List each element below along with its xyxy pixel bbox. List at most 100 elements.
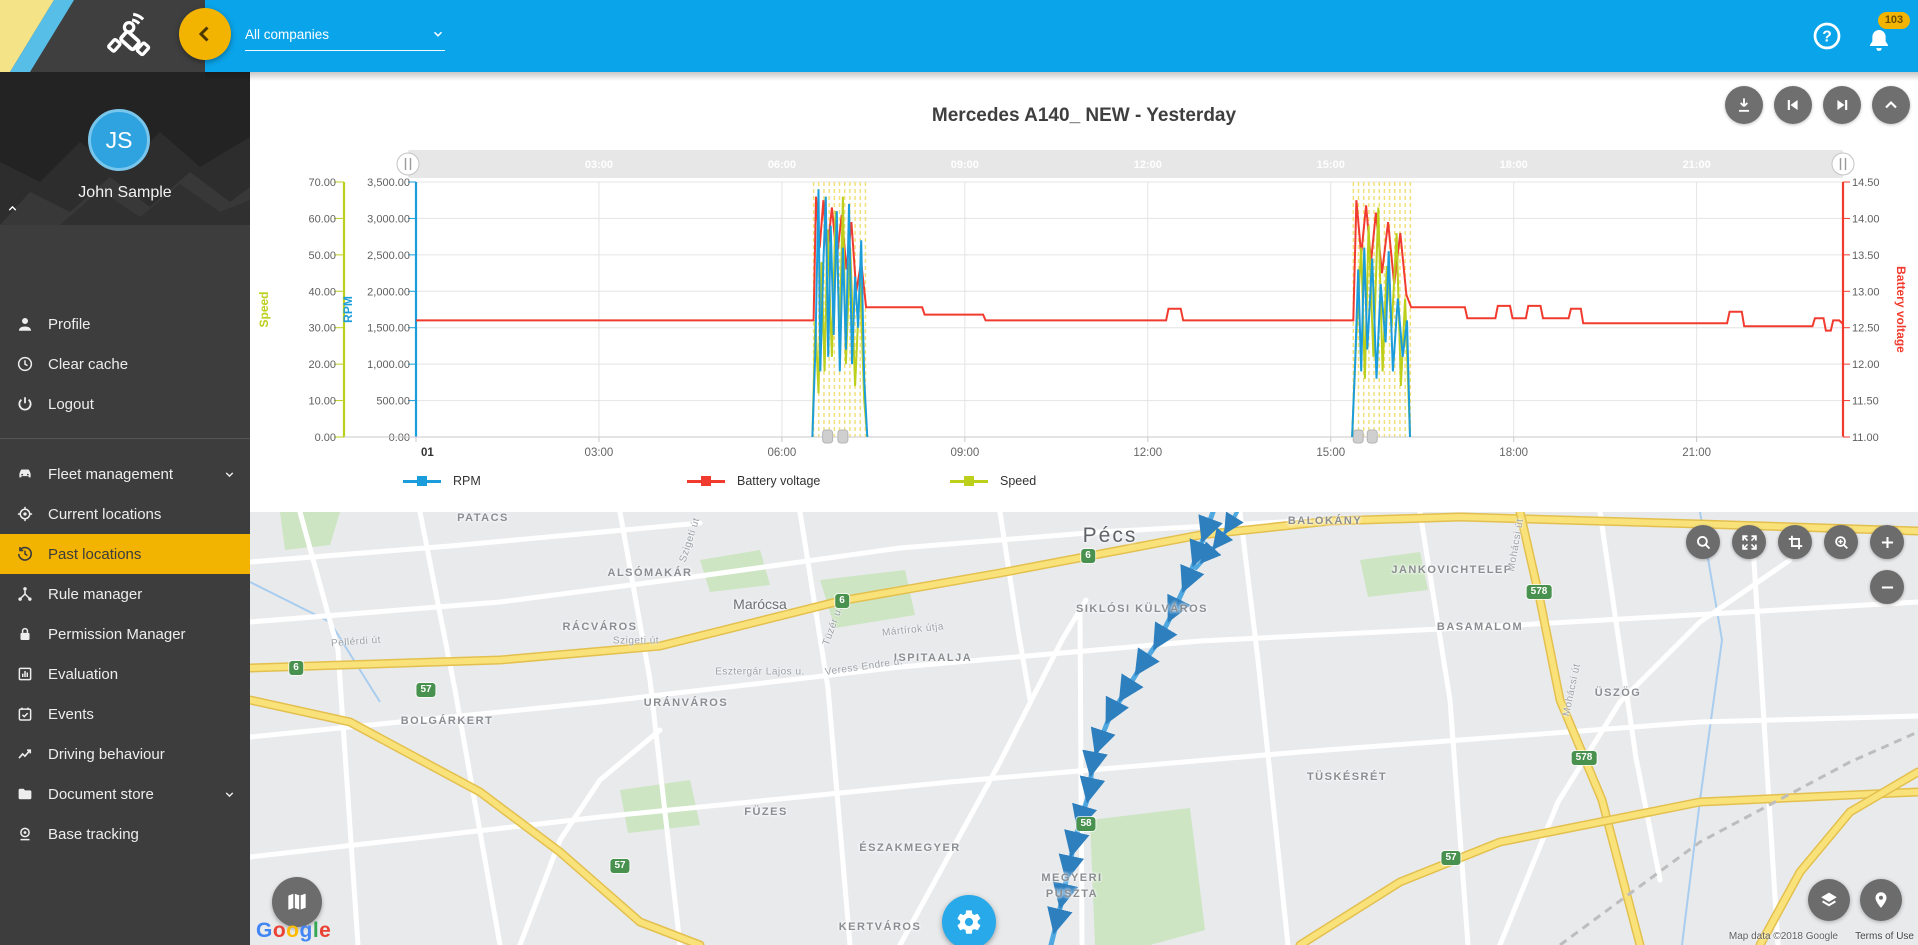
road-shield: 578 xyxy=(1571,751,1597,765)
target-icon xyxy=(16,505,34,523)
chevron-down-icon xyxy=(223,468,236,481)
svg-text:70.00: 70.00 xyxy=(308,177,336,189)
svg-text:09:00: 09:00 xyxy=(950,447,979,459)
download-icon xyxy=(1734,95,1754,115)
topbar: All companies 103 xyxy=(205,0,1918,72)
notifications-button[interactable]: 103 xyxy=(1864,12,1910,56)
svg-text:15:00: 15:00 xyxy=(1317,159,1345,171)
map-icon xyxy=(284,889,310,915)
map-controls xyxy=(1686,525,1904,559)
timeseries-chart[interactable]: 03:00 06:00 09:00 12:00 15:00 18:00 21:00 0.00 1… xyxy=(250,72,1918,512)
layers-icon xyxy=(1818,889,1840,911)
crop-button[interactable] xyxy=(1778,525,1812,559)
sidebar-item-label: Profile xyxy=(48,315,91,333)
main-menu: Fleet management Current locations Past lo… xyxy=(0,454,250,854)
sidebar-item-events[interactable]: Events xyxy=(0,694,250,734)
road-shield: 6 xyxy=(1081,549,1095,563)
map-settings-button[interactable] xyxy=(942,895,996,945)
notifications-badge: 103 xyxy=(1878,12,1910,29)
sidebar-item-label: Rule manager xyxy=(48,585,143,603)
svg-text:18:00: 18:00 xyxy=(1500,159,1528,171)
svg-text:Speed: Speed xyxy=(257,291,271,327)
sidebar-item-driving-behaviour[interactable]: Driving behaviour xyxy=(0,734,250,774)
layers-button[interactable] xyxy=(1808,879,1850,921)
sidebar-item-label: Logout xyxy=(48,395,94,413)
gear-icon xyxy=(955,908,983,936)
svg-text:0.00: 0.00 xyxy=(389,432,410,444)
sidebar-item-evaluation[interactable]: Evaluation xyxy=(0,654,250,694)
chevron-down-icon xyxy=(223,788,236,801)
avatar[interactable]: JS xyxy=(88,109,150,171)
zoom-area-button[interactable] xyxy=(1824,525,1858,559)
expand-button[interactable] xyxy=(1732,525,1766,559)
chart-title: Mercedes A140_ NEW - Yesterday xyxy=(931,104,1237,126)
company-select[interactable]: All companies xyxy=(245,18,445,51)
sidebar-item-past-locations[interactable]: Past locations xyxy=(0,534,250,574)
sidebar-item-rule-manager[interactable]: Rule manager xyxy=(0,574,250,614)
sidebar-item-clear-cache[interactable]: Clear cache xyxy=(0,344,250,384)
sidebar-item-label: Document store xyxy=(48,785,154,803)
map[interactable]: Pécs Marócsa PATACS BALOKÁNY JANKOVICHTELEP A… xyxy=(250,512,1918,945)
sidebar-item-label: Fleet management xyxy=(48,465,174,483)
zoom-out-button[interactable] xyxy=(1870,570,1904,604)
range-handle-right[interactable] xyxy=(1831,152,1855,176)
expand-icon xyxy=(1740,533,1759,552)
svg-text:2,000.00: 2,000.00 xyxy=(367,286,410,298)
svg-text:10.00: 10.00 xyxy=(308,396,336,408)
svg-text:1,000.00: 1,000.00 xyxy=(367,359,410,371)
legend-item-rpm[interactable]: RPM xyxy=(403,474,481,488)
poi-button[interactable] xyxy=(1860,879,1902,921)
google-logo: Google xyxy=(256,919,332,942)
svg-text:14.50: 14.50 xyxy=(1852,177,1880,189)
user-menu-toggle[interactable]: John Sample xyxy=(0,184,250,215)
sidebar-item-profile[interactable]: Profile xyxy=(0,304,250,344)
skip-start-icon xyxy=(1783,95,1803,115)
park-area xyxy=(1090,808,1205,945)
skip-start-button[interactable] xyxy=(1774,86,1812,124)
sidebar-item-current-locations[interactable]: Current locations xyxy=(0,494,250,534)
chevron-down-icon xyxy=(431,27,445,41)
user-name: John Sample xyxy=(78,184,172,201)
chevron-left-icon xyxy=(193,22,217,46)
series-battery-voltage xyxy=(416,196,1844,332)
svg-text:500.00: 500.00 xyxy=(376,396,410,408)
sidebar-item-fleet-management[interactable]: Fleet management xyxy=(0,454,250,494)
zoom-area-icon xyxy=(1832,533,1851,552)
help-icon[interactable] xyxy=(1812,21,1842,51)
svg-text:15:00: 15:00 xyxy=(1316,447,1345,459)
sidebar-item-base-tracking[interactable]: Base tracking xyxy=(0,814,250,854)
route-branch xyxy=(1194,512,1244,570)
legend-marker xyxy=(403,476,441,486)
skip-end-button[interactable] xyxy=(1823,86,1861,124)
rule-icon xyxy=(16,585,34,603)
map-type-button[interactable] xyxy=(272,877,322,927)
sidebar-item-permission-manager[interactable]: Permission Manager xyxy=(0,614,250,654)
range-handle-left[interactable] xyxy=(396,152,420,176)
svg-text:13.00: 13.00 xyxy=(1852,286,1880,298)
company-select-value: All companies xyxy=(245,26,330,42)
svg-text:03:00: 03:00 xyxy=(585,447,614,459)
base-icon xyxy=(16,825,34,843)
svg-text:30.00: 30.00 xyxy=(308,323,336,335)
collapse-button[interactable] xyxy=(1872,86,1910,124)
sidebar-item-logout[interactable]: Logout xyxy=(0,384,250,424)
svg-text:0.00: 0.00 xyxy=(315,432,336,444)
sidebar-item-label: Clear cache xyxy=(48,355,129,373)
chart-panel: Mercedes A140_ NEW - Yesterday 03:00 06:0… xyxy=(250,72,1918,512)
sidebar-item-document-store[interactable]: Document store xyxy=(0,774,250,814)
chevron-up-icon xyxy=(6,202,19,215)
sidebar-collapse-button[interactable] xyxy=(179,8,231,60)
history-icon xyxy=(16,545,34,563)
range-slider[interactable] xyxy=(408,150,1843,178)
power-icon xyxy=(16,395,34,413)
svg-text:06:00: 06:00 xyxy=(768,447,797,459)
map-canvas xyxy=(250,512,1918,945)
plus-button[interactable] xyxy=(1870,525,1904,559)
download-button[interactable] xyxy=(1725,86,1763,124)
legend-item-battery-voltage[interactable]: Battery voltage xyxy=(687,474,820,488)
legend-item-speed[interactable]: Speed xyxy=(950,474,1036,488)
svg-text:03:00: 03:00 xyxy=(585,159,613,171)
terms-of-use-link[interactable]: Terms of Use xyxy=(1855,931,1914,942)
road-shield: 58 xyxy=(1076,817,1096,831)
search-button[interactable] xyxy=(1686,525,1720,559)
